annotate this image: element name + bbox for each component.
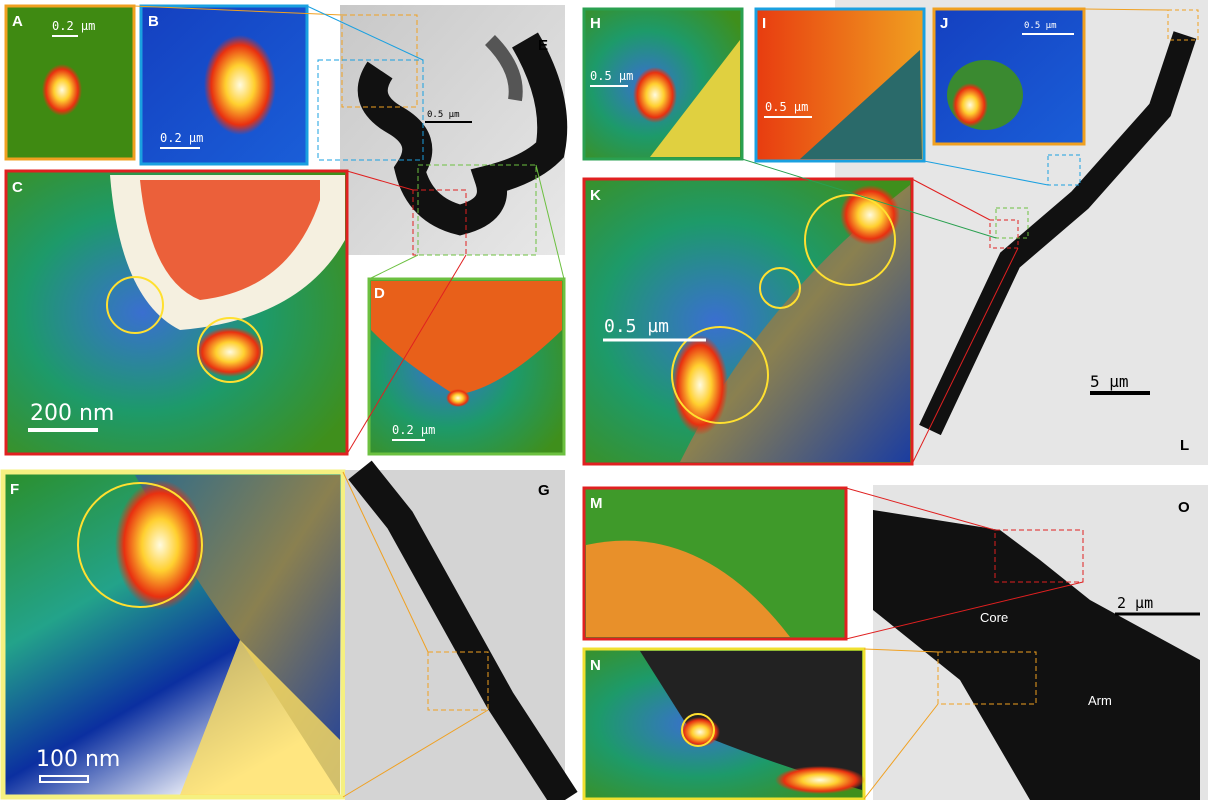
feature: [633, 67, 677, 123]
feature: [840, 185, 900, 245]
scale-label: 100 nm: [36, 747, 120, 772]
scale-label: 2 µm: [1117, 594, 1153, 612]
scale-label: 0.2 µm: [160, 131, 203, 145]
scale-label: 0.2 µm: [392, 423, 435, 437]
scale-label: 0.5 µm: [765, 100, 808, 114]
annotation: Core: [980, 610, 1008, 625]
feature: [775, 766, 865, 794]
panel-label: D: [374, 285, 385, 302]
scale-label: 200 nm: [30, 401, 114, 426]
panel-label: N: [590, 657, 601, 674]
panel-label: B: [148, 13, 159, 30]
feature: [42, 64, 82, 116]
feature: [672, 335, 728, 435]
panel-label: H: [590, 15, 601, 32]
scale-label: 5 µm: [1090, 372, 1129, 391]
scale-label: 0.5 µm: [604, 316, 669, 337]
feature: [446, 389, 470, 407]
panel-label: J: [940, 15, 948, 32]
feature: [952, 83, 988, 127]
panel-label: K: [590, 187, 601, 204]
panel-label: G: [538, 482, 550, 499]
scale-label: 0.5 µm: [427, 110, 460, 120]
panel-label: A: [12, 13, 23, 30]
feature: [204, 35, 276, 135]
panel-label: M: [590, 495, 603, 512]
scale-label: 0.2 µm: [52, 19, 95, 33]
panel-label: L: [1180, 437, 1189, 454]
scale-label: 0.5 µm: [1024, 21, 1057, 31]
page: {"panels": [ {"label": "A", "scale_bar":…: [0, 0, 1208, 800]
annotation: Arm: [1088, 693, 1112, 708]
panel-label: E: [538, 37, 548, 54]
panel-label: F: [10, 481, 19, 498]
scale-label: 0.5 µm: [590, 69, 633, 83]
feature: [115, 480, 205, 610]
figure: E 0.5 µm A 0.2 µm B 0.2 µm C 200 nm D 0.…: [0, 0, 1208, 800]
panel-label: O: [1178, 499, 1190, 516]
panel-label: I: [762, 15, 766, 32]
panel-label: C: [12, 179, 23, 196]
